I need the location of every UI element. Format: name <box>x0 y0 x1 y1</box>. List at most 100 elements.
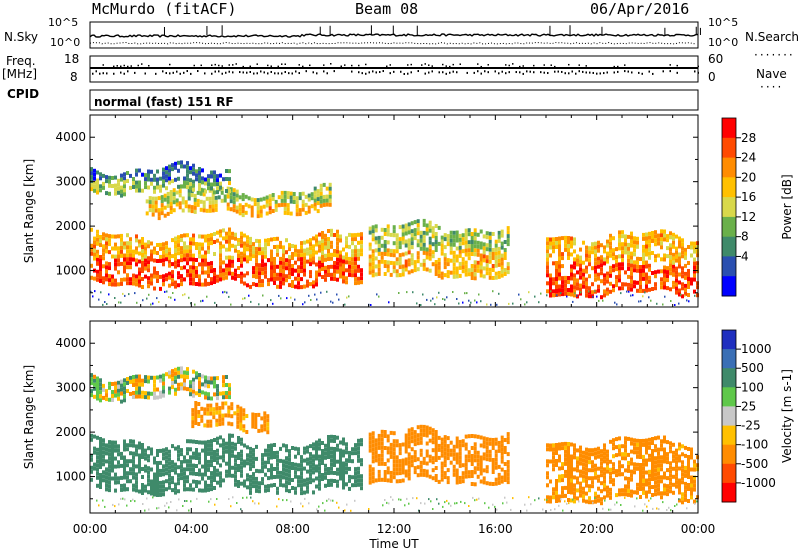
echo-cell <box>264 242 267 247</box>
echo-cell <box>153 476 156 481</box>
echo-cell <box>351 253 354 258</box>
clutter-cell <box>478 497 480 500</box>
colorbar-swatch <box>722 276 736 297</box>
echo-cell <box>476 462 480 467</box>
echo-cell <box>339 448 342 453</box>
clutter-cell <box>636 497 638 500</box>
echo-cell <box>395 467 399 472</box>
echo-cell <box>99 263 102 267</box>
echo-cell <box>624 238 627 243</box>
echo-cell <box>93 374 96 379</box>
echo-cell <box>108 472 111 477</box>
echo-cell <box>306 251 309 256</box>
echo-cell <box>114 187 117 192</box>
echo-cell <box>555 261 558 265</box>
echo-cell <box>318 442 321 447</box>
echo-cell <box>693 459 696 464</box>
echo-cell <box>485 235 489 240</box>
echo-cell <box>452 452 456 457</box>
echo-cell <box>313 186 317 191</box>
echo-cell <box>141 447 144 451</box>
echo-cell <box>374 248 378 253</box>
echo-cell <box>186 261 189 266</box>
echo-cell <box>189 455 192 460</box>
echo-cell <box>654 484 657 489</box>
echo-cell <box>464 474 468 479</box>
echo-cell <box>141 378 144 383</box>
echo-cell <box>558 240 561 245</box>
echo-cell <box>663 439 666 444</box>
echo-cell <box>242 412 246 417</box>
echo-cell <box>339 440 342 445</box>
echo-cell <box>198 472 201 477</box>
echo-cell <box>398 443 402 448</box>
echo-cell <box>186 479 189 484</box>
echo-cell <box>203 407 207 412</box>
echo-cell <box>681 496 684 501</box>
echo-cell <box>374 256 378 261</box>
echo-cell <box>377 433 381 438</box>
echo-cell <box>675 290 678 295</box>
echo-cell <box>102 248 105 253</box>
echo-cell <box>108 274 111 279</box>
echo-cell <box>123 394 126 399</box>
echo-cell <box>150 181 153 186</box>
echo-cell <box>687 281 690 285</box>
echo-cell <box>431 440 435 445</box>
clutter-cell <box>480 300 482 303</box>
echo-cell <box>162 373 165 378</box>
echo-cell <box>123 382 126 387</box>
echo-cell <box>354 447 357 452</box>
echo-cell <box>312 280 315 285</box>
echo-cell <box>304 202 308 207</box>
echo-cell <box>191 412 195 417</box>
echo-cell <box>585 467 588 472</box>
clutter-cell <box>484 502 486 505</box>
echo-cell <box>675 250 678 255</box>
echo-cell <box>191 408 195 413</box>
echo-cell <box>192 451 195 456</box>
echo-cell <box>470 232 474 236</box>
echo-cell <box>639 269 642 273</box>
echo-cell <box>506 230 510 235</box>
clutter-cell <box>476 498 478 501</box>
echo-cell <box>416 223 420 228</box>
colorbar-tick-label: 28 <box>741 131 756 145</box>
echo-cell <box>330 458 333 463</box>
echo-cell <box>479 265 483 270</box>
echo-cell <box>371 439 375 444</box>
echo-cell <box>687 471 690 475</box>
echo-cell <box>141 257 144 261</box>
nave-mark <box>211 72 213 75</box>
echo-cell <box>237 242 240 246</box>
echo-cell <box>154 208 158 213</box>
echo-cell <box>558 474 561 479</box>
clutter-cell <box>650 497 652 500</box>
echo-cell <box>345 446 348 451</box>
echo-cell <box>276 474 279 479</box>
echo-cell <box>294 252 297 257</box>
echo-cell <box>195 169 198 174</box>
echo-cell <box>90 179 93 184</box>
echo-cell <box>404 449 408 454</box>
echo-cell <box>371 233 375 238</box>
echo-cell <box>183 382 186 387</box>
echo-cell <box>684 469 687 474</box>
echo-cell <box>153 185 156 190</box>
clutter-cell <box>240 508 242 511</box>
echo-cell <box>455 468 459 473</box>
echo-cell <box>183 471 186 476</box>
echo-cell <box>351 249 354 254</box>
echo-cell <box>693 257 696 262</box>
echo-cell <box>93 172 96 177</box>
echo-cell <box>96 376 99 381</box>
clutter-cell <box>400 498 402 501</box>
nave-mark <box>417 70 419 73</box>
echo-cell <box>440 469 444 474</box>
echo-cell <box>207 463 210 468</box>
echo-cell <box>207 174 210 179</box>
echo-cell <box>222 395 225 400</box>
echo-cell <box>232 192 236 197</box>
echo-cell <box>579 461 582 466</box>
echo-cell <box>207 269 210 274</box>
